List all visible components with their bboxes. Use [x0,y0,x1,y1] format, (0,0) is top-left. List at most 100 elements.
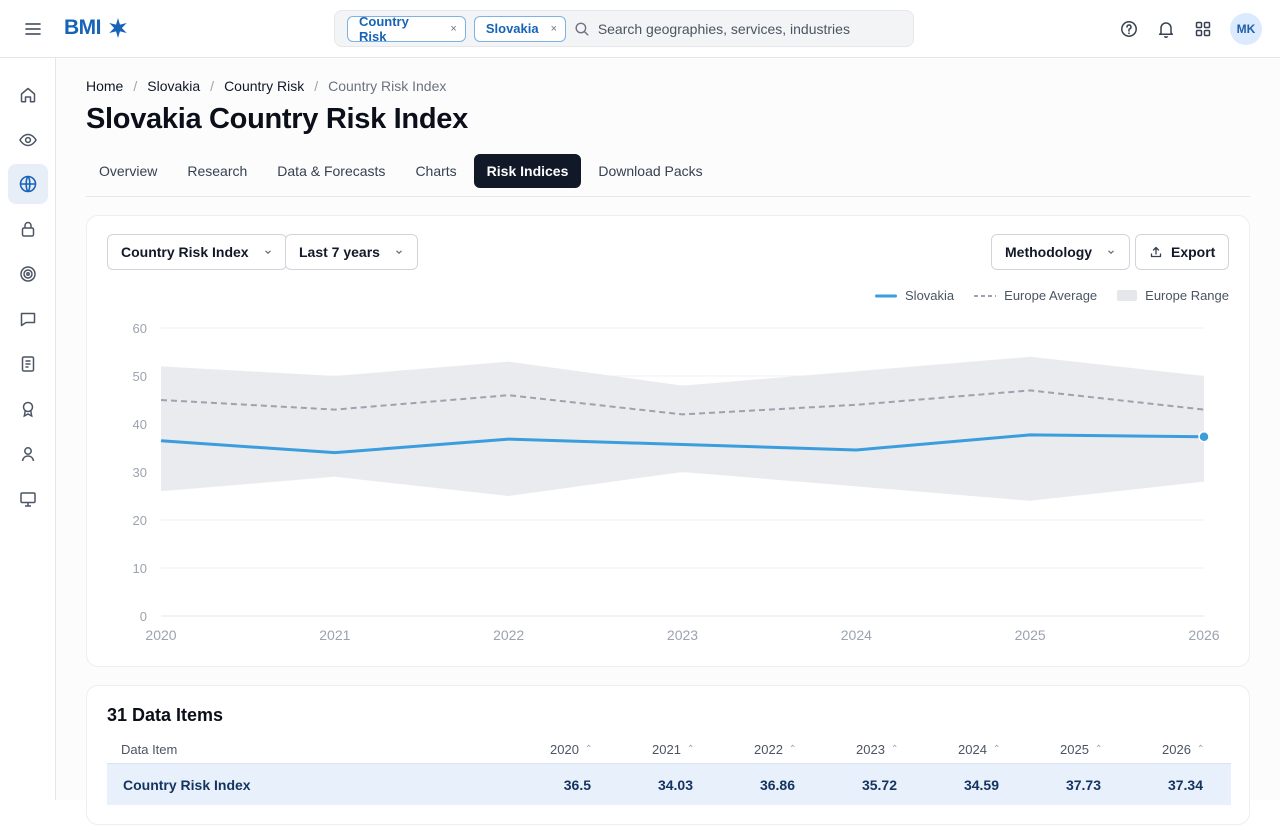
bell-icon[interactable] [1156,19,1176,39]
brand-star-icon [109,18,127,38]
methodology-button[interactable]: Methodology [991,234,1131,270]
sidebar-item-dashboard[interactable] [8,479,48,519]
y-tick-label: 40 [133,417,147,432]
y-tick-label: 20 [133,513,147,528]
range-select-label: Last 7 years [299,244,380,260]
avatar[interactable]: MK [1230,13,1262,45]
search-icon [575,22,589,36]
sidebar-item-geographies[interactable] [8,164,48,204]
table-row[interactable]: Country Risk Index 36.5 34.03 36.86 35.72 34… [107,763,1231,805]
slovakia-data-point[interactable] [505,435,513,443]
europe-average-line [160,389,1205,416]
help-icon[interactable] [1119,19,1139,39]
column-header-2022[interactable]: 2022 ⌃ [754,742,796,757]
sidebar-item-messages[interactable] [8,299,48,339]
column-header-data-item[interactable]: Data Item [121,742,177,757]
legend-label: Europe Average [1004,288,1098,303]
user-icon [21,447,35,462]
slovakia-data-point[interactable] [1026,431,1034,439]
document-icon [21,356,35,372]
home-icon [20,87,36,103]
sidebar-item-profile[interactable] [8,434,48,474]
slovakia-data-point[interactable] [852,446,860,454]
row-label: Country Risk Index [123,777,251,793]
column-header-2024[interactable]: 2024 ⌃ [958,742,1000,757]
x-tick-label: 2024 [841,627,872,643]
tab-research[interactable]: Research [187,163,248,179]
target-icon [20,266,36,282]
tab-overview[interactable]: Overview [99,163,158,179]
column-header-2023[interactable]: 2023 ⌃ [856,742,898,757]
apps-grid-icon[interactable] [1193,19,1213,39]
cell-2022: 36.86 [759,777,795,793]
tab-risk-indices[interactable]: Risk Indices [473,154,582,188]
sort-icon[interactable]: ⌃ [584,743,593,755]
sort-icon[interactable]: ⌃ [890,743,899,755]
legend-item-europe-range[interactable]: Europe Range [1117,288,1229,303]
table-header: Data Item 2020 ⌃ 2021 ⌃ 2022 ⌃ 2023 ⌃ 2024 ⌃ 2025 ⌃… [107,734,1231,764]
brand-logo[interactable]: BMI [64,16,129,40]
x-tick-label: 2020 [145,627,176,643]
sidebar-item-targets[interactable] [8,254,48,294]
top-bar: BMI Country Risk × Slovakia × MK [0,0,1280,58]
breadcrumb: Home / Slovakia / Country Risk / Country… [86,78,446,94]
sidebar-item-awards[interactable] [8,389,48,429]
tab-download-packs[interactable]: Download Packs [598,163,703,179]
column-header-label: 2021 [652,742,681,757]
x-tick-label: 2023 [667,627,698,643]
chevron-down-icon [396,250,402,255]
sort-icon[interactable]: ⌃ [1196,743,1205,755]
sort-icon[interactable]: ⌃ [992,743,1001,755]
column-header-label: 2026 [1162,742,1191,757]
slovakia-data-point[interactable] [331,449,339,457]
lock-icon [21,221,35,237]
line-chart: 0 10 20 30 40 50 60 2020 2021 2022 2023 2024 2025 202… [133,321,1220,643]
menu-icon[interactable] [23,19,43,39]
column-header-2026[interactable]: 2026 ⌃ [1162,742,1204,757]
filter-chip-slovakia[interactable]: Slovakia × [473,15,567,42]
index-select[interactable]: Country Risk Index [107,234,287,270]
sort-icon[interactable]: ⌃ [788,743,797,755]
chart-legend: Slovakia Europe Average Europe Range [875,288,1229,303]
filter-chip-country-risk[interactable]: Country Risk × [347,14,466,44]
breadcrumb-separator: / [314,78,319,94]
tab-data-forecasts[interactable]: Data & Forecasts [277,163,386,179]
export-button[interactable]: Export [1135,234,1230,270]
chart-card: Country Risk Index Last 7 years Methodol… [86,215,1250,667]
sort-icon[interactable]: ⌃ [686,743,695,755]
sidebar-item-secure[interactable] [8,209,48,249]
y-tick-label: 50 [133,369,147,384]
sidebar-item-reports[interactable] [8,344,48,384]
breadcrumb-separator: / [210,78,215,94]
cell-2024: 34.59 [963,777,999,793]
chip-label: Slovakia [485,21,539,36]
europe-range-band [161,356,1204,501]
sidebar-item-home[interactable] [8,75,48,115]
column-header-2020[interactable]: 2020 ⌃ [550,742,592,757]
breadcrumb-country-risk[interactable]: Country Risk [224,78,305,94]
sidebar-item-watchlist[interactable] [8,120,48,160]
column-header-label: 2025 [1060,742,1089,757]
legend-swatch-solid [875,294,898,297]
column-header-2021[interactable]: 2021 ⌃ [652,742,694,757]
slovakia-data-point[interactable] [1198,431,1210,443]
search-input[interactable] [597,20,913,37]
slovakia-data-point[interactable] [157,437,165,445]
breadcrumb-separator: / [133,78,138,94]
tab-charts[interactable]: Charts [415,163,457,179]
legend-item-europe-average[interactable]: Europe Average [974,288,1097,303]
breadcrumb-home[interactable]: Home [86,78,124,94]
legend-label: Europe Range [1145,288,1229,303]
column-header-2025[interactable]: 2025 ⌃ [1060,742,1102,757]
tab-bar: Overview Research Data & Forecasts Chart… [86,154,1250,197]
chip-remove-icon[interactable]: × [450,22,457,35]
slovakia-data-point[interactable] [679,441,687,449]
legend-item-slovakia[interactable]: Slovakia [875,288,954,303]
range-select[interactable]: Last 7 years [285,234,418,270]
cell-2020: 36.5 [563,777,591,793]
index-select-label: Country Risk Index [121,244,249,260]
y-tick-label: 30 [133,465,147,480]
sort-icon[interactable]: ⌃ [1094,743,1103,755]
breadcrumb-slovakia[interactable]: Slovakia [147,78,201,94]
chip-remove-icon[interactable]: × [550,22,558,35]
